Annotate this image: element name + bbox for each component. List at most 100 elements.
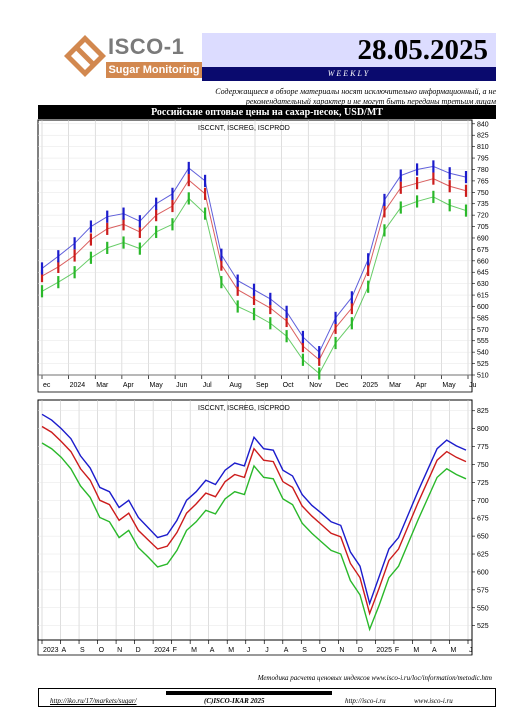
x-tick-label: Apr [123,382,135,389]
disclaimer: Содержащиеся в обзоре материалы носят ис… [215,87,496,106]
line-iscreg [41,178,467,361]
x-tick-label: Sep [256,382,269,389]
y-tick-label: 550 [477,605,489,612]
y-tick-label: 575 [477,587,489,594]
x-tick-label: F [395,647,399,654]
x-tick-label: Oct [283,382,294,389]
report-date: 28.05.2025 [357,34,489,66]
y-tick-label: 555 [477,338,489,345]
x-tick-label: 2025 [376,647,392,654]
x-tick-label: S [80,647,85,654]
footer-frame [38,688,496,707]
line-iscreg [41,425,467,616]
y-tick-label: 525 [477,623,489,630]
title-bar [38,107,496,119]
y-tick-label: 650 [477,534,489,541]
x-tick-label: 2023 [43,647,59,654]
x-tick-label: Apr [416,382,428,389]
y-tick-label: 825 [477,408,489,415]
x-tick-label: Aug [229,382,242,389]
y-tick-label: 525 [477,361,489,368]
plot-frame [37,399,473,641]
weekly-bar [202,67,496,81]
footer-link-site[interactable]: http://isco-i.ru [345,697,386,705]
x-tick-label: J [247,647,251,654]
y-tick-label: 780 [477,167,489,174]
x-tick-label: F [173,647,177,654]
y-tick-label: 725 [477,480,489,487]
x-tick-label: May [150,382,164,389]
x-tick-label: A [284,647,289,654]
y-tick-label: 630 [477,281,489,288]
y-tick-label: 660 [477,258,489,265]
x-tick-label: Nov [309,382,322,389]
y-tick-label: 540 [477,350,489,357]
y-tick-label: 840 [477,121,489,128]
line-isccnt [41,165,467,353]
x-tick-label: A [210,647,215,654]
date-panel [202,33,496,67]
footer-link-www[interactable]: www.isco-i.ru [414,697,453,705]
x-tick-label: Jun [176,382,187,389]
series-label: ISCCNT, ISCREG, ISCPROD [198,125,290,132]
y-tick-label: 675 [477,516,489,523]
y-tick-label: 570 [477,327,489,334]
y-tick-label: 735 [477,201,489,208]
y-tick-label: 825 [477,133,489,140]
x-tick-label: 2024 [154,647,170,654]
y-tick-label: 600 [477,569,489,576]
footer-link-markets[interactable]: http://iko.ru/17/markets/sugar/ [50,697,137,705]
y-tick-label: 750 [477,190,489,197]
y-tick-label: 625 [477,552,489,559]
weekly-label: WEEKLY [327,69,371,78]
y-tick-label: 705 [477,224,489,231]
x-tick-label: May [442,382,456,389]
y-tick-label: 810 [477,144,489,151]
y-tick-label: 675 [477,247,489,254]
y-tick-label: 585 [477,315,489,322]
x-tick-label: O [99,647,105,654]
footer-brand: (С)ISCO-IKAR 2025 [204,697,265,705]
x-tick-label: D [136,647,141,654]
x-tick-label: A [432,647,437,654]
x-tick-label: Dec [336,382,349,389]
x-tick-label: 2025 [363,382,379,389]
x-tick-label: M [413,647,419,654]
logo-mark-icon [64,35,106,77]
x-tick-label: M [191,647,197,654]
x-tick-label: ec [43,382,51,389]
series-label: ISCCNT, ISCREG, ISCPROD [198,405,290,412]
y-tick-label: 615 [477,293,489,300]
y-tick-label: 645 [477,270,489,277]
x-tick-label: J [265,647,269,654]
divider [38,105,496,107]
line-iscprod [41,196,467,375]
logo-subtitle: Sugar Monitoring [106,62,202,78]
x-tick-label: D [358,647,363,654]
y-tick-label: 690 [477,235,489,242]
x-tick-label: Ju [469,382,477,389]
y-tick-label: 795 [477,156,489,163]
x-tick-label: N [117,647,122,654]
chart-title: Российские оптовые цены на сахар-песок, … [151,107,383,118]
line-iscprod [41,442,467,632]
methodology-note: Методика расчета ценовых индексов www.is… [257,674,492,682]
y-tick-label: 700 [477,498,489,505]
x-tick-label: J [469,647,473,654]
x-tick-label: Mar [96,382,109,389]
footer-stripe [166,691,332,695]
x-tick-label: Jul [203,382,212,389]
line-isccnt [41,413,467,606]
x-tick-label: Mar [389,382,402,389]
x-tick-label: A [62,647,67,654]
y-tick-label: 720 [477,213,489,220]
y-tick-label: 800 [477,426,489,433]
x-tick-label: M [228,647,234,654]
x-tick-label: 2024 [70,382,86,389]
y-tick-label: 750 [477,462,489,469]
y-tick-label: 510 [477,373,489,380]
x-tick-label: O [321,647,327,654]
y-tick-label: 775 [477,444,489,451]
x-tick-label: N [339,647,344,654]
